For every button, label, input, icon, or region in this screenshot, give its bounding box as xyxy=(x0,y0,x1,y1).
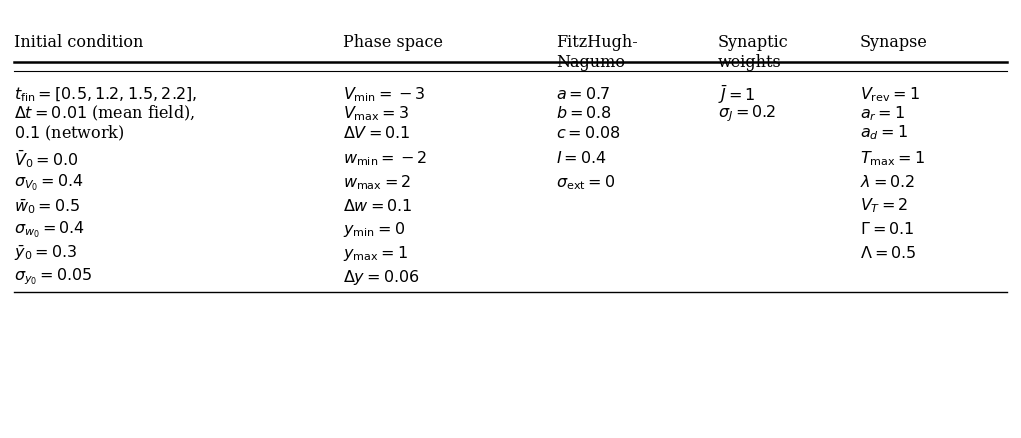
Text: $\sigma_J = 0.2$: $\sigma_J = 0.2$ xyxy=(718,103,777,124)
Text: $\Delta t = 0.01$ (mean field),: $\Delta t = 0.01$ (mean field), xyxy=(14,104,195,124)
Text: Synaptic
weights: Synaptic weights xyxy=(718,34,789,71)
Text: $\sigma_{\rm ext} = 0$: $\sigma_{\rm ext} = 0$ xyxy=(556,173,616,192)
Text: $\bar{w}_0 = 0.5$: $\bar{w}_0 = 0.5$ xyxy=(14,197,81,215)
Text: $V_T = 2$: $V_T = 2$ xyxy=(860,197,909,215)
Text: $V_{\rm min} = -3$: $V_{\rm min} = -3$ xyxy=(343,85,426,104)
Text: $\Delta V = 0.1$: $\Delta V = 0.1$ xyxy=(343,124,411,141)
Text: Synapse: Synapse xyxy=(860,34,928,51)
Text: $y_{\rm max} = 1$: $y_{\rm max} = 1$ xyxy=(343,244,408,263)
Text: $T_{\rm max} = 1$: $T_{\rm max} = 1$ xyxy=(860,149,925,168)
Text: $w_{\rm min} = -2$: $w_{\rm min} = -2$ xyxy=(343,149,428,168)
Text: $a_r = 1$: $a_r = 1$ xyxy=(860,104,906,123)
Text: $\sigma_{y_0} = 0.05$: $\sigma_{y_0} = 0.05$ xyxy=(14,267,93,287)
Text: $0.1$ (network): $0.1$ (network) xyxy=(14,124,125,143)
Text: $I = 0.4$: $I = 0.4$ xyxy=(556,150,606,167)
Text: $\lambda = 0.2$: $\lambda = 0.2$ xyxy=(860,174,915,191)
Text: $\bar{V}_0 = 0.0$: $\bar{V}_0 = 0.0$ xyxy=(14,148,79,170)
Text: $\Lambda = 0.5$: $\Lambda = 0.5$ xyxy=(860,245,917,262)
Text: $\Gamma = 0.1$: $\Gamma = 0.1$ xyxy=(860,221,915,238)
Text: $\Delta w = 0.1$: $\Delta w = 0.1$ xyxy=(343,198,414,215)
Text: $t_{\rm fin} = [0.5, 1.2, 1.5, 2.2],$: $t_{\rm fin} = [0.5, 1.2, 1.5, 2.2],$ xyxy=(14,85,197,104)
Text: Phase space: Phase space xyxy=(343,34,443,51)
Text: $y_{\rm min} = 0$: $y_{\rm min} = 0$ xyxy=(343,220,405,239)
Text: FitzHugh-
Nagumo: FitzHugh- Nagumo xyxy=(556,34,638,71)
Text: $V_{\rm rev} = 1$: $V_{\rm rev} = 1$ xyxy=(860,85,920,104)
Text: $a_d = 1$: $a_d = 1$ xyxy=(860,124,908,142)
Text: $c = 0.08$: $c = 0.08$ xyxy=(556,124,621,141)
Text: $w_{\rm max} = 2$: $w_{\rm max} = 2$ xyxy=(343,173,411,192)
Text: $\bar{J} = 1$: $\bar{J} = 1$ xyxy=(718,83,756,106)
Text: Initial condition: Initial condition xyxy=(14,34,144,51)
Text: $V_{\rm max} = 3$: $V_{\rm max} = 3$ xyxy=(343,104,409,123)
Text: $\Delta y = 0.06$: $\Delta y = 0.06$ xyxy=(343,268,420,286)
Text: $b = 0.8$: $b = 0.8$ xyxy=(556,105,612,122)
Text: $\sigma_{w_0} = 0.4$: $\sigma_{w_0} = 0.4$ xyxy=(14,219,86,240)
Text: $\sigma_{V_0} = 0.4$: $\sigma_{V_0} = 0.4$ xyxy=(14,172,84,193)
Text: $a = 0.7$: $a = 0.7$ xyxy=(556,86,611,103)
Text: $\bar{y}_0 = 0.3$: $\bar{y}_0 = 0.3$ xyxy=(14,244,78,263)
